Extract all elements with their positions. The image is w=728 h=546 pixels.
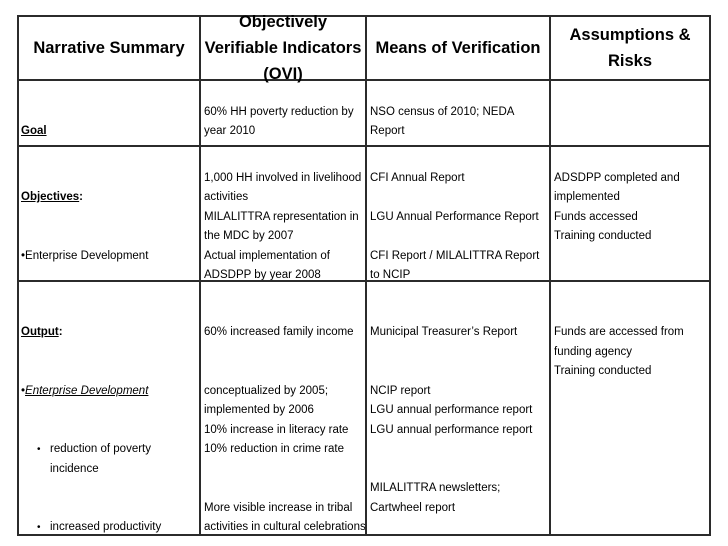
output-ovi-cell: 60% increased family income conceptualiz… — [201, 282, 367, 534]
header-narrative-label: Narrative Summary — [33, 39, 185, 57]
objectives-item: •Enterprise Development — [21, 249, 149, 262]
output-enterprise-label: Enterprise Development — [25, 384, 149, 397]
goal-assumptions-cell — [551, 81, 709, 147]
objectives-ovi-cell: 1,000 HH involved in livelihood activiti… — [201, 147, 367, 282]
col-header-assumptions-risks: Assumptions & Risks — [551, 17, 709, 81]
objectives-narrative-cell: Objectives: •Enterprise Development •Cap… — [19, 147, 201, 282]
output-sub-item-text: reduction of poverty incidence — [50, 443, 152, 475]
goal-ovi-cell: 60% HH poverty reduction by year 2010 — [201, 81, 367, 147]
output-heading-text: Output — [21, 326, 59, 338]
header-ovi-label: Objectively Verifiable Indicators (OVI) — [204, 13, 362, 83]
bullet-glyph: • — [37, 522, 41, 533]
objectives-heading-text: Objectives — [21, 191, 80, 203]
goal-mov-cell: NSO census of 2010; NEDA Report — [367, 81, 551, 147]
objectives-heading: Objectives: — [21, 188, 197, 208]
output-sub-item-text: increased productivity — [50, 521, 162, 533]
output-sub-item: • reduction of poverty incidence — [21, 440, 197, 479]
output-heading: Output: — [21, 323, 197, 343]
objectives-mov-cell: CFI Annual Report LGU Annual Performance… — [367, 147, 551, 282]
objectives-assumptions-cell: ADSDPP completed and implemented Funds a… — [551, 147, 709, 282]
output-mov-cell: Municipal Treasurer’s Report NCIP report… — [367, 282, 551, 534]
bullet-glyph: • — [37, 444, 41, 455]
output-sub-item: • increased productivity — [21, 518, 197, 534]
output-heading-colon: : — [58, 326, 63, 338]
output-assumptions-cell: Funds are accessed from funding agency T… — [554, 326, 684, 377]
header-assumptions-label: Assumptions & Risks — [569, 26, 691, 70]
goal-narrative-cell: Goal Poverty reduction of IPs — [19, 81, 201, 147]
bullet-glyph: • — [21, 384, 26, 397]
goal-heading: Goal — [21, 122, 197, 142]
col-header-means-of-verification: Means of Verification — [367, 17, 551, 81]
objectives-heading-colon: : — [79, 191, 84, 203]
col-header-ovi: Objectively Verifiable Indicators (OVI) — [201, 13, 367, 83]
col-header-narrative-summary: Narrative Summary — [19, 17, 201, 81]
goal-heading-text: Goal — [21, 125, 47, 137]
output-subheading-enterprise: •Enterprise Development — [21, 382, 197, 402]
output-narrative-cell: Output: •Enterprise Development • reducti… — [19, 282, 201, 534]
logframe-table: Narrative Summary Objectively Verifiable… — [17, 13, 711, 536]
header-mov-label: Means of Verification — [375, 39, 541, 57]
